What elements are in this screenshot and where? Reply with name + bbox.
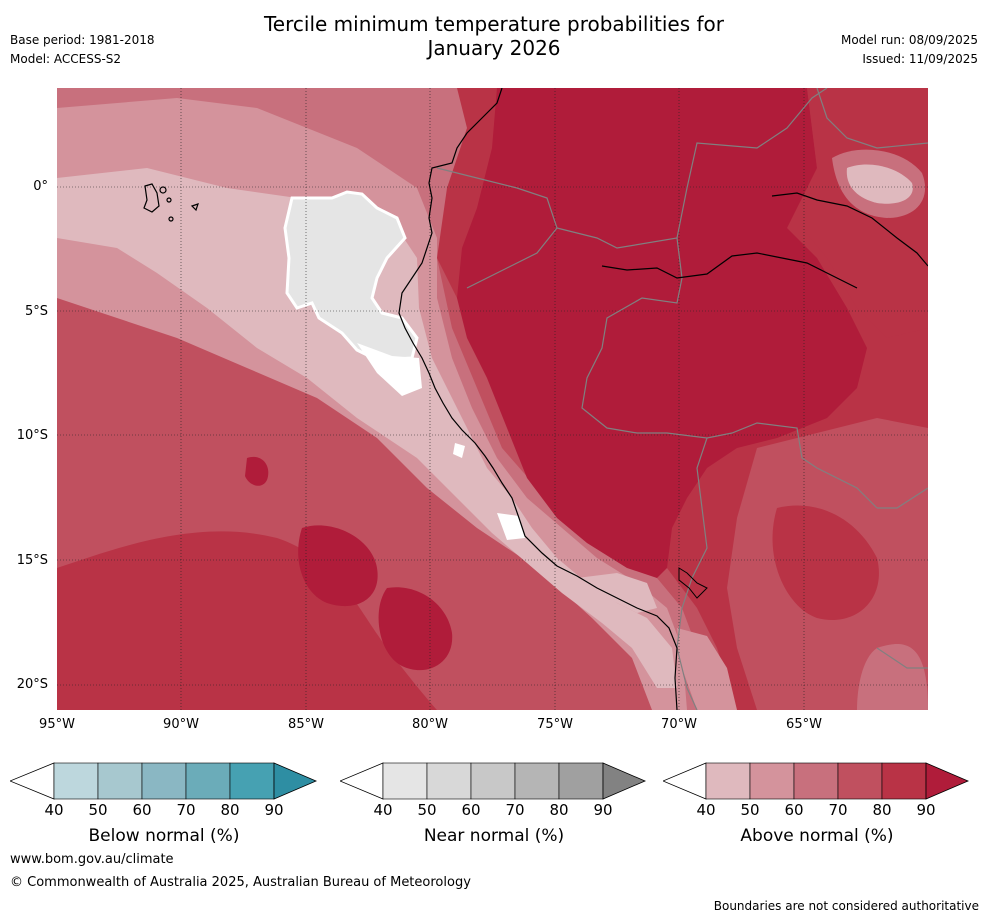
model-run: Model run: 08/09/2025 (840, 33, 978, 47)
ocean-patch-90-b (378, 587, 453, 671)
colorbar-above-seg-5 (881, 762, 927, 800)
colorbar-above (663, 762, 970, 800)
ocean-band-40 (57, 168, 677, 688)
title-line-1: Tercile minimum temperature probabilitie… (263, 12, 725, 36)
white-patch-c (453, 443, 465, 458)
cb-above-tick-80: 80 (872, 801, 892, 819)
land-region-90 (457, 88, 867, 578)
lat-tick-10s: 10°S (16, 428, 48, 443)
lon-tick-85w: 85°W (288, 717, 324, 732)
land-region-80-ne (802, 88, 928, 338)
colorbar-near-seg-4 (514, 762, 560, 800)
near-normal-region (283, 190, 419, 362)
lat-tick-5s: 5°S (24, 304, 48, 319)
model-name: Model: ACCESS-S2 (10, 52, 122, 66)
colorbar-below (10, 762, 318, 800)
white-patch-a (357, 343, 422, 396)
colorbar-above-seg-1 (705, 762, 751, 800)
cb-below-tick-50: 50 (88, 801, 108, 819)
website-link[interactable]: www.bom.gov.au/climate (10, 852, 174, 867)
colorbar-near-seg-3 (470, 762, 516, 800)
cb-near-tick-50: 50 (417, 801, 437, 819)
colorbar-above-max (925, 762, 970, 800)
colorbar-below-label: Below normal (%) (88, 826, 240, 846)
cb-near-tick-90: 90 (593, 801, 613, 819)
colorbar-near-max (602, 762, 647, 800)
cb-near-tick-40: 40 (373, 801, 393, 819)
cb-below-tick-40: 40 (44, 801, 64, 819)
cb-above-tick-50: 50 (740, 801, 760, 819)
lat-tick-0: 0° (33, 179, 48, 194)
colorbar-below-seg-2 (97, 762, 143, 800)
cb-above-tick-90: 90 (916, 801, 936, 819)
coastline (398, 88, 928, 710)
ocean-patch-80-south (57, 531, 437, 710)
coast-band-far-south (677, 628, 737, 710)
coast-band-south (577, 573, 657, 613)
colorbar-above-min (663, 762, 707, 800)
lon-tick-65w: 65°W (786, 717, 822, 732)
lon-tick-90w: 90°W (163, 717, 199, 732)
lat-tick-20s: 20°S (16, 677, 48, 692)
colorbar-near-seg-2 (426, 762, 472, 800)
cb-above-tick-40: 40 (696, 801, 716, 819)
copyright-text: © Commonwealth of Australia 2025, Austra… (10, 875, 471, 890)
base-period: Base period: 1981-2018 (10, 33, 155, 47)
probability-map (57, 88, 928, 710)
colorbar-near (340, 762, 647, 800)
lake-titicaca (678, 567, 708, 599)
colorbar-below-seg-4 (185, 762, 231, 800)
cb-below-tick-70: 70 (176, 801, 196, 819)
cb-above-tick-60: 60 (784, 801, 804, 819)
colorbar-below-seg-5 (229, 762, 275, 800)
colorbar-near-label: Near normal (%) (423, 826, 565, 846)
land-region-60-se (857, 644, 928, 710)
lon-tick-75w: 75°W (537, 717, 573, 732)
galapagos-islands (143, 183, 199, 222)
lon-tick-80w: 80°W (412, 717, 448, 732)
cb-above-tick-70: 70 (828, 801, 848, 819)
land-region-80-se (772, 505, 879, 620)
lat-tick-15s: 15°S (16, 553, 48, 568)
ocean-patch-90-c (245, 456, 269, 486)
colorbar-above-label: Above normal (%) (740, 826, 894, 846)
cb-below-tick-80: 80 (220, 801, 240, 819)
colorbar-near-seg-5 (558, 762, 604, 800)
map-title: Tercile minimum temperature probabilitie… (0, 12, 988, 60)
lon-tick-70w: 70°W (661, 717, 697, 732)
cb-near-tick-80: 80 (549, 801, 569, 819)
cb-below-tick-60: 60 (132, 801, 152, 819)
cb-near-tick-70: 70 (505, 801, 525, 819)
colorbar-below-min (10, 762, 55, 800)
disclaimer-text: Boundaries are not considered authoritat… (713, 899, 979, 913)
colorbar-below-max (273, 762, 318, 800)
cb-below-tick-90: 90 (264, 801, 284, 819)
colorbar-above-seg-3 (793, 762, 839, 800)
colorbar-below-seg-3 (141, 762, 187, 800)
colorbar-near-min (340, 762, 384, 800)
colorbar-above-seg-2 (749, 762, 795, 800)
issued-date: Issued: 11/09/2025 (862, 52, 978, 66)
title-line-2: January 2026 (427, 36, 561, 60)
lon-tick-95w: 95°W (39, 717, 75, 732)
colorbar-near-seg-1 (382, 762, 428, 800)
cb-near-tick-60: 60 (461, 801, 481, 819)
land-region-40-ne (846, 164, 913, 204)
colorbar-below-seg-1 (53, 762, 99, 800)
ocean-patch-90-a (298, 525, 378, 607)
country-borders (436, 88, 928, 710)
grid-lines (57, 88, 928, 710)
colorbar-above-seg-4 (837, 762, 883, 800)
white-patch-b (497, 513, 525, 540)
